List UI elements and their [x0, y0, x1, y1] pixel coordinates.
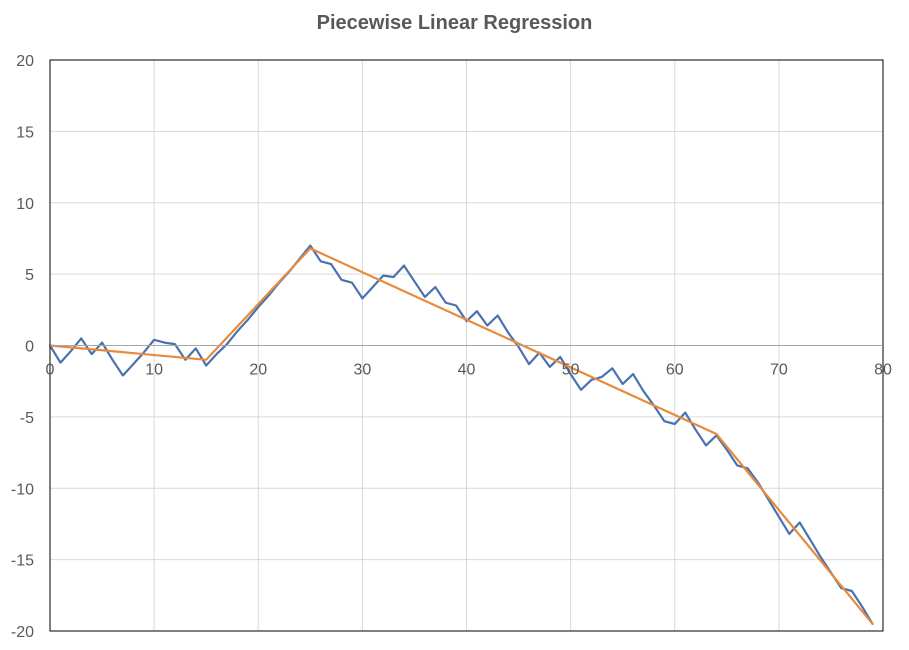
y-tick-label: 20: [16, 53, 34, 70]
x-tick-label: 50: [562, 362, 580, 379]
y-tick-label: -5: [20, 410, 34, 427]
x-tick-label: 30: [353, 362, 371, 379]
x-tick-label: 20: [249, 362, 267, 379]
y-tick-label: 10: [16, 196, 34, 213]
x-tick-label: 60: [666, 362, 684, 379]
x-tick-label: 10: [145, 362, 163, 379]
x-tick-label: 40: [458, 362, 476, 379]
series-line-regression: [48, 247, 874, 626]
x-tick-label: 80: [874, 362, 892, 379]
y-tick-label: 5: [25, 267, 34, 284]
series-lines: [48, 244, 874, 626]
y-tick-label: -15: [11, 553, 34, 570]
x-tick-label: 0: [46, 362, 55, 379]
x-tick-label: 70: [770, 362, 788, 379]
chart-title: Piecewise Linear Regression: [316, 12, 593, 34]
y-tick-label: -10: [11, 481, 34, 498]
y-tick-label: 15: [16, 124, 34, 141]
series-line-data: [48, 244, 874, 626]
y-tick-label: -20: [11, 624, 34, 641]
y-tick-label: 0: [25, 339, 34, 356]
